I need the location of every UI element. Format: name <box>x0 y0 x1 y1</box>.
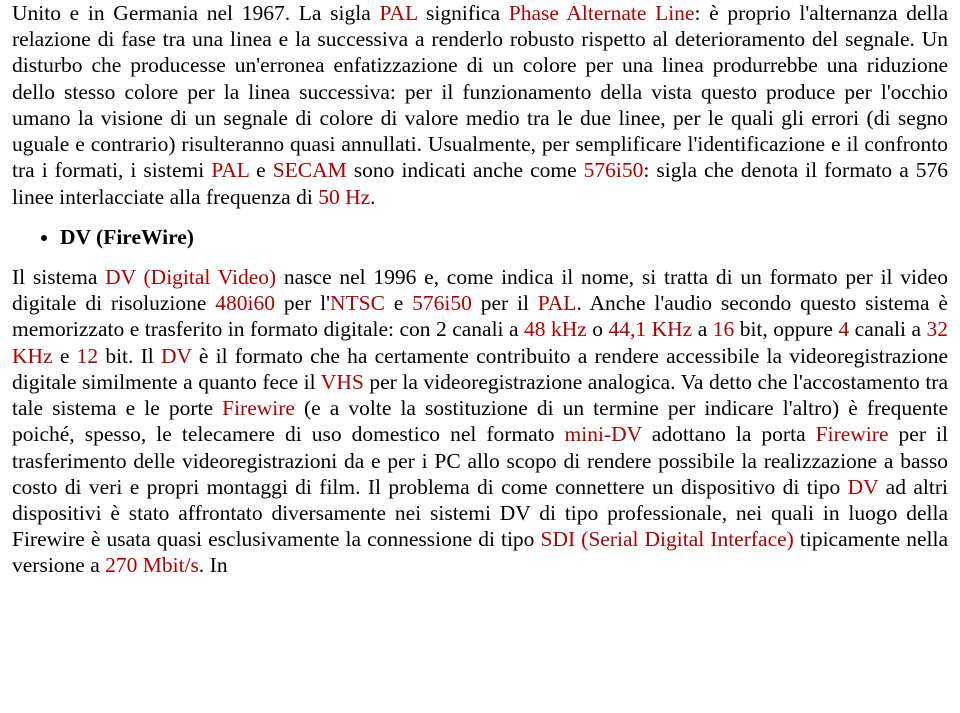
text-run: o <box>587 317 609 341</box>
term-4: 4 <box>838 317 849 341</box>
term-pal: PAL <box>211 158 249 182</box>
term-576i50: 576i50 <box>584 158 644 182</box>
term-phase-alternate-line: Phase Alternate Line <box>509 1 695 25</box>
text-run: canali a <box>849 317 926 341</box>
text-run: significa <box>417 1 508 25</box>
term-48khz: 48 kHz <box>524 317 587 341</box>
term-sdi: SDI (Serial Digital Interface) <box>540 527 793 551</box>
term-vhs: VHS <box>321 370 364 394</box>
term-firewire: Firewire <box>222 396 295 420</box>
term-pal: PAL <box>379 1 417 25</box>
text-run: Il sistema <box>12 265 105 289</box>
document-page: Unito e in Germania nel 1967. La sigla P… <box>0 0 960 579</box>
text-run: per l' <box>275 291 330 315</box>
text-run: e <box>53 344 77 368</box>
term-firewire: Firewire <box>816 422 889 446</box>
term-dv-digital-video: DV (Digital Video) <box>105 265 276 289</box>
text-run: e <box>385 291 412 315</box>
term-12: 12 <box>77 344 99 368</box>
bullet-dv-firewire: DV (FireWire) <box>60 224 948 250</box>
term-50hz: 50 Hz <box>318 185 370 209</box>
text-run: e <box>249 158 273 182</box>
bullet-list: DV (FireWire) <box>12 224 948 250</box>
term-mini-dv: mini-DV <box>565 422 642 446</box>
text-run: . <box>370 185 375 209</box>
term-16: 16 <box>713 317 735 341</box>
term-dv: DV <box>848 475 879 499</box>
term-ntsc: NTSC <box>330 291 385 315</box>
term-pal: PAL <box>538 291 577 315</box>
text-run: a <box>692 317 713 341</box>
term-270mbits: 270 Mbit/s <box>105 553 199 577</box>
text-run: . In <box>199 553 228 577</box>
text-run: bit, oppure <box>734 317 838 341</box>
text-run: Unito e in Germania nel 1967. La sigla <box>12 1 379 25</box>
text-run: : è proprio l'alternanza della relazione… <box>12 1 948 182</box>
paragraph-dv: Il sistema DV (Digital Video) nasce nel … <box>12 264 948 579</box>
text-run: per il <box>472 291 538 315</box>
text-run: sono indicati anche come <box>347 158 584 182</box>
text-run: bit. Il <box>98 344 161 368</box>
term-secam: SECAM <box>273 158 347 182</box>
term-dv: DV <box>161 344 192 368</box>
text-run: adottano la porta <box>642 422 816 446</box>
term-44-1khz: 44,1 KHz <box>609 317 693 341</box>
term-480i60: 480i60 <box>215 291 275 315</box>
paragraph-pal: Unito e in Germania nel 1967. La sigla P… <box>12 0 948 210</box>
term-576i50: 576i50 <box>412 291 472 315</box>
